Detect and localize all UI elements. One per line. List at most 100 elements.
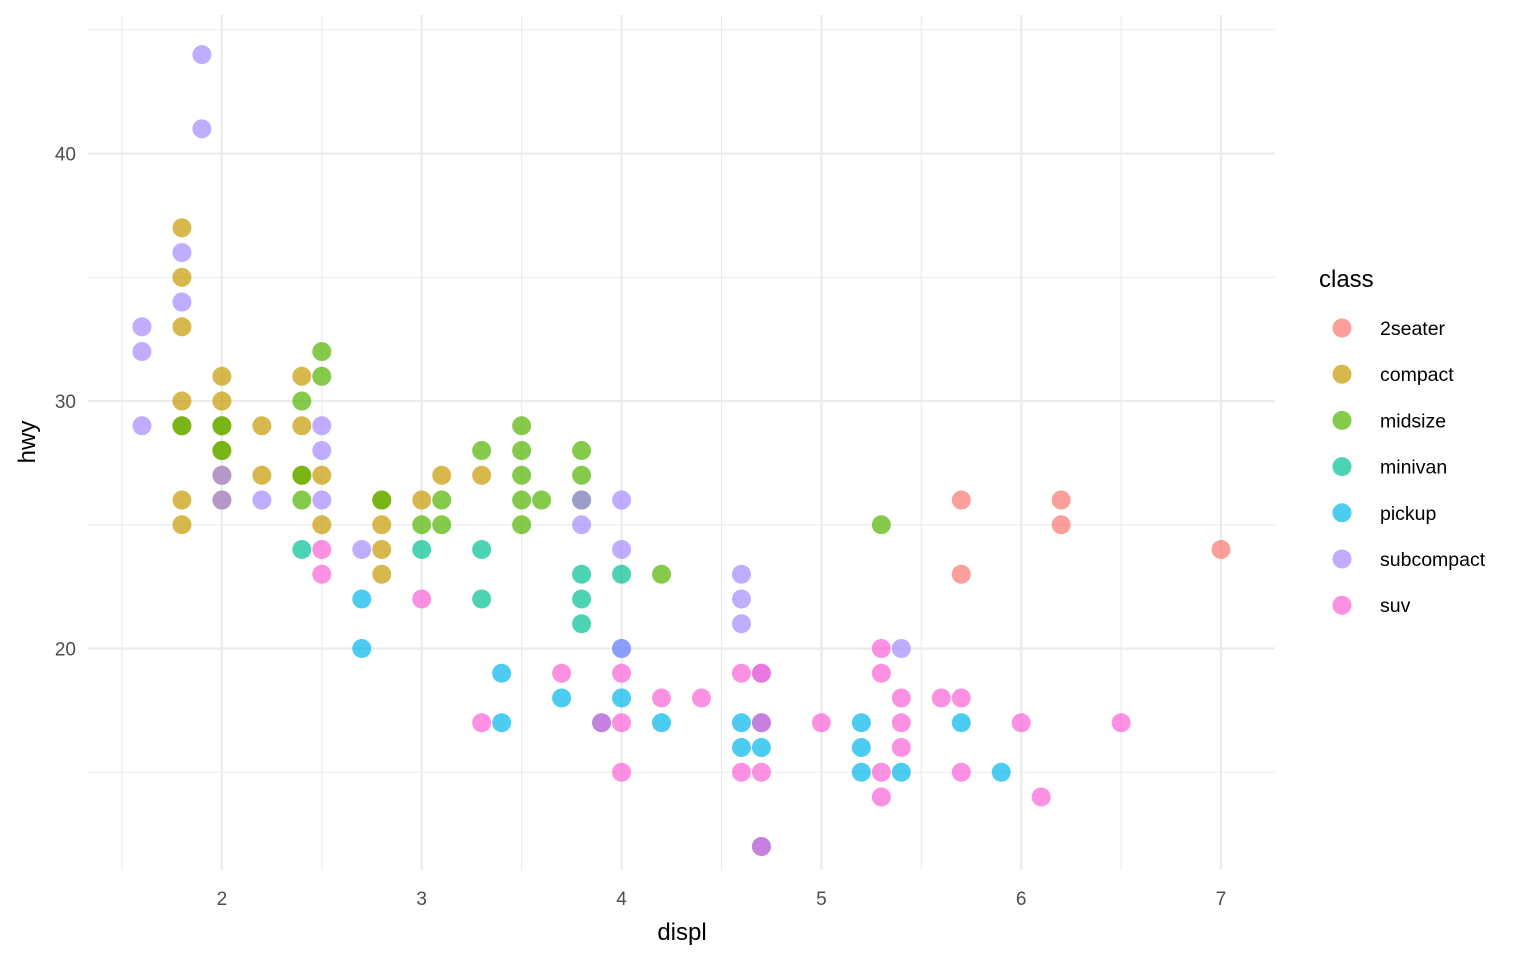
grid — [88, 15, 1275, 870]
point-compact — [212, 391, 232, 411]
point-midsize — [292, 490, 312, 510]
point-midsize — [212, 416, 232, 436]
point-minivan — [292, 540, 312, 560]
point-midsize — [312, 342, 332, 362]
point-midsize — [312, 366, 332, 386]
point-pickup — [352, 589, 372, 609]
point-suv — [592, 713, 612, 733]
point-pickup — [951, 713, 971, 733]
point-compact — [172, 515, 192, 535]
x-tick-label: 4 — [616, 889, 627, 910]
point-minivan — [572, 614, 592, 634]
point-compact — [432, 465, 452, 485]
legend-key-minivan — [1332, 457, 1352, 477]
point-suv — [731, 762, 751, 782]
point-suv — [871, 639, 891, 659]
point-subcompact — [612, 639, 632, 659]
point-subcompact — [352, 540, 372, 560]
point-pickup — [612, 688, 632, 708]
point-pickup — [991, 762, 1011, 782]
point-2seater — [951, 490, 971, 510]
point-midsize — [572, 465, 592, 485]
point-compact — [372, 540, 392, 560]
point-pickup — [731, 713, 751, 733]
point-minivan — [472, 589, 492, 609]
point-compact — [172, 267, 192, 287]
point-midsize — [432, 515, 452, 535]
point-subcompact — [612, 490, 632, 510]
point-midsize — [172, 416, 192, 436]
point-suv — [612, 762, 632, 782]
point-suv — [751, 713, 771, 733]
point-pickup — [851, 713, 871, 733]
point-suv — [871, 762, 891, 782]
point-midsize — [512, 515, 532, 535]
point-subcompact — [132, 342, 152, 362]
point-midsize — [512, 465, 532, 485]
point-pickup — [891, 762, 911, 782]
point-midsize — [572, 441, 592, 461]
point-pickup — [731, 738, 751, 758]
point-minivan — [412, 540, 432, 560]
legend-key-compact — [1332, 364, 1352, 384]
point-midsize — [292, 391, 312, 411]
point-subcompact — [132, 416, 152, 436]
point-suv — [951, 762, 971, 782]
point-suv — [951, 688, 971, 708]
point-suv — [871, 787, 891, 807]
point-pickup — [851, 762, 871, 782]
point-subcompact — [612, 540, 632, 560]
point-suv — [731, 663, 751, 683]
legend-label-pickup: pickup — [1380, 503, 1437, 525]
point-2seater — [1051, 515, 1071, 535]
point-suv — [751, 762, 771, 782]
point-suv — [1111, 713, 1131, 733]
point-midsize — [372, 490, 392, 510]
point-subcompact — [212, 465, 232, 485]
point-suv — [871, 663, 891, 683]
point-compact — [252, 416, 272, 436]
point-suv — [412, 589, 432, 609]
legend-label-minivan: minivan — [1380, 457, 1447, 479]
point-suv — [612, 663, 632, 683]
legend-key-midsize — [1332, 410, 1352, 430]
point-compact — [312, 515, 332, 535]
legend-key-subcompact — [1332, 549, 1352, 569]
point-compact — [472, 465, 492, 485]
point-suv — [751, 836, 771, 856]
legend-label-subcompact: subcompact — [1380, 549, 1486, 571]
point-suv — [931, 688, 951, 708]
x-axis-title: displ — [657, 919, 706, 946]
point-suv — [691, 688, 711, 708]
point-midsize — [512, 441, 532, 461]
point-minivan — [572, 589, 592, 609]
point-compact — [172, 317, 192, 337]
x-tick-label: 6 — [1016, 889, 1027, 910]
point-suv — [552, 663, 572, 683]
x-axis-ticks: 2 3 4 5 6 7 — [217, 889, 1227, 910]
point-midsize — [292, 465, 312, 485]
point-2seater — [951, 564, 971, 584]
point-suv — [652, 688, 672, 708]
legend-title: class — [1319, 266, 1374, 293]
point-midsize — [652, 564, 672, 584]
point-midsize — [472, 441, 492, 461]
point-compact — [172, 391, 192, 411]
point-compact — [372, 564, 392, 584]
point-2seater — [1051, 490, 1071, 510]
data-points — [132, 45, 1231, 856]
point-compact — [292, 366, 312, 386]
point-pickup — [652, 713, 672, 733]
point-subcompact — [312, 441, 332, 461]
point-suv — [1011, 713, 1031, 733]
point-compact — [312, 465, 332, 485]
point-subcompact — [172, 243, 192, 263]
point-midsize — [432, 490, 452, 510]
point-compact — [172, 218, 192, 238]
point-subcompact — [212, 490, 232, 510]
point-2seater — [1211, 540, 1231, 560]
point-minivan — [572, 564, 592, 584]
point-suv — [1031, 787, 1051, 807]
point-subcompact — [132, 317, 152, 337]
